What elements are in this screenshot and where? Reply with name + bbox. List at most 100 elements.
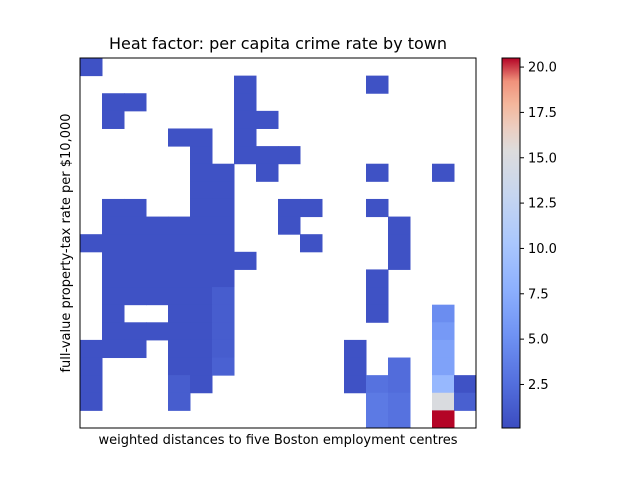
x-axis-label: weighted distances to five Boston employ… <box>98 433 457 448</box>
heatmap-cell <box>146 234 169 253</box>
heatmap-cell <box>190 128 213 147</box>
colorbar-tick-label: 12.5 <box>528 197 557 212</box>
heatmap-cell <box>432 357 455 376</box>
heatmap-cell <box>102 304 125 323</box>
heatmap-cell <box>366 163 389 182</box>
colorbar-ticks: 2.5 5.0 7.5 10.0 12.5 15.0 17.5 20.0 <box>520 61 557 393</box>
heatmap-cell <box>168 234 191 253</box>
heatmap-cell <box>190 357 213 376</box>
heatmap-cell <box>80 392 103 411</box>
heatmap-cell <box>190 181 213 200</box>
heatmap-cell <box>80 234 103 253</box>
heatmap-cell <box>454 375 477 394</box>
heatmap-cell <box>190 146 213 165</box>
heatmap-cell <box>146 251 169 270</box>
heatmap-cell <box>168 287 191 306</box>
heatmap-cell <box>212 357 235 376</box>
heatmap-cell <box>102 93 125 112</box>
colorbar-tick-label: 15.0 <box>528 151 557 166</box>
heatmap-cell <box>300 198 323 218</box>
heatmap-cell <box>80 339 103 359</box>
heatmap-cell <box>124 198 147 218</box>
heatmap-cell <box>432 392 455 411</box>
heatmap-cell <box>168 251 191 270</box>
heatmap-cell <box>124 251 147 270</box>
heatmap-cell <box>124 287 147 306</box>
colorbar-tick-label: 5.0 <box>528 333 549 348</box>
colorbar-tick-label: 17.5 <box>528 106 557 121</box>
heatmap-cell <box>168 304 191 323</box>
colorbar-tick-label: 10.0 <box>528 242 557 257</box>
colorbar: 2.5 5.0 7.5 10.0 12.5 15.0 17.5 20.0 <box>501 57 557 429</box>
heatmap-cell <box>102 251 125 270</box>
heatmap-cell <box>168 357 191 376</box>
heatmap-cell <box>212 251 235 270</box>
heatmap-cell <box>366 75 389 94</box>
heatmap-cell <box>102 110 125 129</box>
heatmap-cell <box>256 146 279 165</box>
heatmap-cell <box>168 128 191 147</box>
heatmap-cell <box>190 375 213 394</box>
heatmap-cell <box>388 234 411 253</box>
heatmap-cell <box>124 339 147 359</box>
heatmap-cell <box>344 339 367 359</box>
heatmap-cell <box>124 234 147 253</box>
colorbar-gradient <box>501 57 521 429</box>
heatmap-cell <box>168 322 191 341</box>
heatmap-cell <box>234 146 257 165</box>
heatmap-cell <box>234 110 257 129</box>
heatmap-cell <box>366 392 389 411</box>
colorbar-tick-label: 7.5 <box>528 287 549 302</box>
heatmap-cell <box>366 410 389 429</box>
heatmap-cell <box>212 163 235 182</box>
chart-title: Heat factor: per capita crime rate by to… <box>109 34 447 53</box>
heatmap-cell <box>190 216 213 235</box>
heatmap-cell <box>432 163 455 182</box>
heatmap-cell <box>278 216 301 235</box>
heatmap-cell <box>102 269 125 288</box>
heatmap-cell <box>102 198 125 218</box>
colorbar-tick-label: 20.0 <box>528 61 557 76</box>
heatmap-cell <box>366 304 389 323</box>
heatmap-cell <box>190 304 213 323</box>
heatmap-cell <box>190 198 213 218</box>
heatmap-cell <box>168 392 191 411</box>
heatmap-cell <box>212 181 235 200</box>
heatmap-cell <box>102 216 125 235</box>
heatmap-cell <box>278 198 301 218</box>
heatmap-cell <box>212 287 235 306</box>
heatmap-cell <box>432 410 455 429</box>
heatmap-cell <box>190 269 213 288</box>
plot-frame <box>79 57 477 429</box>
heatmap-cell <box>432 375 455 394</box>
heatmap-cell <box>212 198 235 218</box>
heatmap-cell <box>124 322 147 341</box>
heatmap-cell <box>190 339 213 359</box>
heatmap-cells <box>80 58 477 429</box>
heatmap-cell <box>366 269 389 288</box>
heatmap-cell <box>190 234 213 253</box>
heatmap-cell <box>256 110 279 129</box>
heatmap-cell <box>432 322 455 341</box>
heatmap-cell <box>234 128 257 147</box>
heatmap-cell <box>80 58 103 77</box>
heatmap-cell <box>212 339 235 359</box>
heatmap-cell <box>80 375 103 394</box>
heatmap-cell <box>366 375 389 394</box>
heatmap-cell <box>234 251 257 270</box>
heatmap-cell <box>388 357 411 376</box>
heatmap-cell <box>190 251 213 270</box>
heatmap-cell <box>146 216 169 235</box>
heatmap-cell <box>388 410 411 429</box>
heatmap-cell <box>212 234 235 253</box>
heatmap-cell <box>168 339 191 359</box>
heatmap-cell <box>102 322 125 341</box>
heatmap-cell <box>146 269 169 288</box>
heatmap-cell <box>212 269 235 288</box>
heatmap-cell <box>388 216 411 235</box>
heatmap-cell <box>388 251 411 270</box>
heatmap-cell <box>454 392 477 411</box>
heatmap-cell <box>102 287 125 306</box>
heatmap-cell <box>344 357 367 376</box>
